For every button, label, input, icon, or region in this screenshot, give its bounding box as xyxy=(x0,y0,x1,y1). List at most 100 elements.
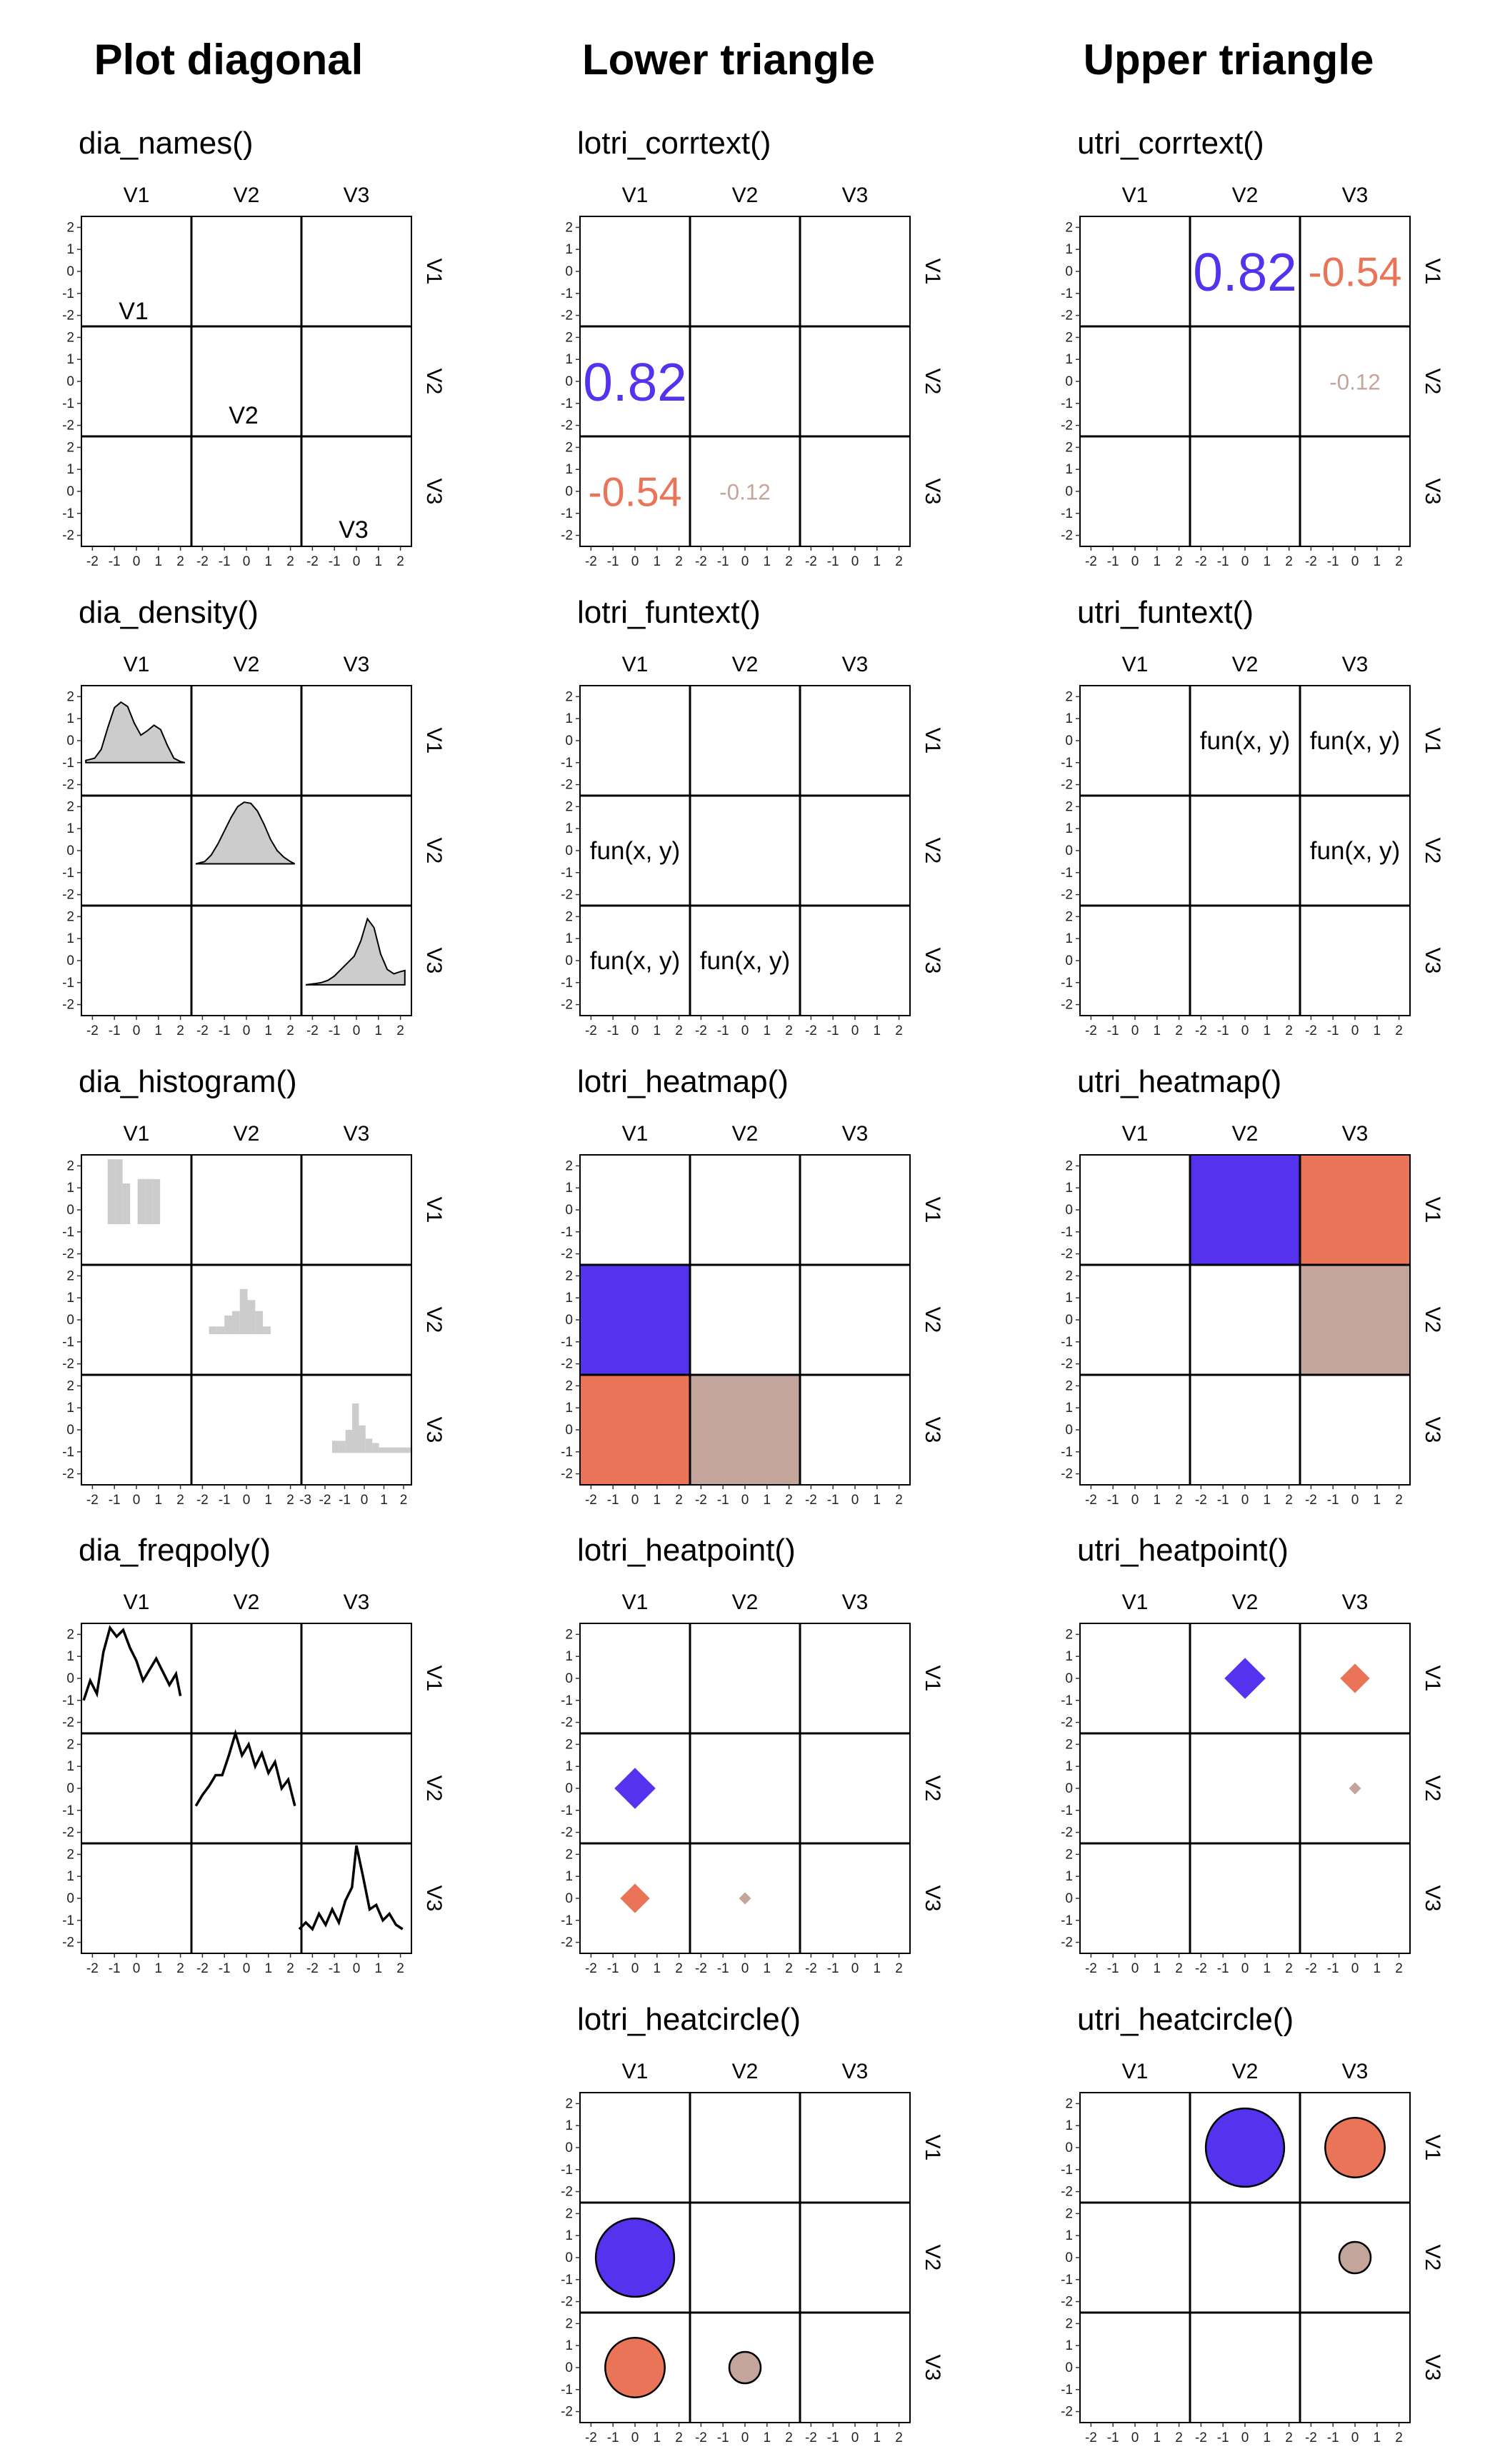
y-tick-label: 0 xyxy=(66,843,74,858)
y-tick-label: 1 xyxy=(565,1181,573,1196)
x-tick-label: 0 xyxy=(851,1493,859,1508)
x-tick-label: -1 xyxy=(109,1023,121,1038)
strip-right-v3: V3 xyxy=(422,1417,446,1443)
strip-right-v1: V1 xyxy=(921,259,944,285)
x-tick-label: 0 xyxy=(353,554,361,569)
freqpoly-line-v3 xyxy=(298,1845,404,1932)
heatmap-tile xyxy=(580,1375,690,1485)
y-tick-label: 0 xyxy=(66,264,74,279)
panel-content: fun(x, y) fun(x, y) fun(x, y) xyxy=(1200,727,1400,865)
strip-top-v1: V1 xyxy=(622,184,649,207)
heatpoint-diamond xyxy=(1224,1658,1266,1699)
x-tick-label: -1 xyxy=(1327,554,1339,569)
y-tick-label: 2 xyxy=(1065,2096,1073,2111)
y-tick-label: -2 xyxy=(1061,2295,1073,2310)
y-tick-label: 1 xyxy=(66,1291,74,1306)
y-tick-label: 1 xyxy=(66,1401,74,1416)
x-tick-label: -1 xyxy=(219,554,231,569)
x-tick-label: -1 xyxy=(717,1493,729,1508)
y-tick-label: 2 xyxy=(66,1378,74,1393)
x-tick-label: 2 xyxy=(675,1961,683,1976)
x-tick-label: 1 xyxy=(375,1961,383,1976)
y-tick-label: 0 xyxy=(1065,1313,1073,1328)
strip-right-v1: V1 xyxy=(1421,1197,1444,1223)
y-tick-label: 1 xyxy=(1065,1649,1073,1664)
x-tick-label: 2 xyxy=(286,1961,294,1976)
y-tick-label: 2 xyxy=(1065,1847,1073,1862)
x-tick-label: -2 xyxy=(695,1023,707,1038)
x-tick-label: 2 xyxy=(1285,1023,1293,1038)
panel-content xyxy=(85,701,406,986)
y-tick-label: -2 xyxy=(62,1357,74,1372)
x-tick-label: 1 xyxy=(155,1023,163,1038)
x-tick-label: -2 xyxy=(86,1961,99,1976)
strip-top-v3: V3 xyxy=(1342,184,1369,207)
x-tick-label: 1 xyxy=(265,554,273,569)
histogram-bar-v3 xyxy=(331,1441,339,1453)
y-tick-label: -2 xyxy=(62,998,74,1013)
x-tick-label: 0 xyxy=(1351,554,1359,569)
y-tick-label: -2 xyxy=(1061,1826,1073,1841)
x-tick-label: 1 xyxy=(874,2430,881,2445)
y-tick-label: -1 xyxy=(561,1225,573,1240)
histogram-bar-v2 xyxy=(255,1311,264,1335)
x-tick-label: 2 xyxy=(396,554,404,569)
y-tick-label: -2 xyxy=(62,1826,74,1841)
y-tick-label: 1 xyxy=(1065,711,1073,726)
y-tick-label: -1 xyxy=(1061,506,1073,521)
strip-right-v3: V3 xyxy=(921,1885,944,1912)
y-tick-label: 2 xyxy=(1065,1158,1073,1173)
y-tick-label: 0 xyxy=(66,1781,74,1796)
x-tick-label: -2 xyxy=(1085,1023,1097,1038)
strip-top-v2: V2 xyxy=(234,1591,260,1614)
x-tick-label: -2 xyxy=(805,1493,817,1508)
y-tick-label: -2 xyxy=(1061,419,1073,434)
x-tick-label: 2 xyxy=(1395,554,1403,569)
y-tick-label: -1 xyxy=(1061,1335,1073,1350)
x-tick-label: -2 xyxy=(86,1493,99,1508)
x-tick-label: 2 xyxy=(1175,1023,1183,1038)
y-tick-label: -1 xyxy=(1061,976,1073,991)
strip-right-v1: V1 xyxy=(1421,259,1444,285)
heatcircle-circle xyxy=(604,2337,666,2398)
strip-top-v1: V1 xyxy=(124,653,150,676)
y-tick-label: -2 xyxy=(561,1467,573,1482)
strip-right-v1: V1 xyxy=(422,1197,446,1223)
panel-lotri_corrtext: lotri_corrtext() V1 V1 V2 V2 V3 V3 0.82 -0.54 -0.… xyxy=(561,126,944,569)
y-tick-label: -1 xyxy=(1061,1803,1073,1818)
y-tick-label: 2 xyxy=(66,1627,74,1642)
strip-right-v2: V2 xyxy=(1421,1776,1444,1802)
x-tick-label: 0 xyxy=(243,1493,251,1508)
histogram-bar-v1 xyxy=(145,1178,153,1225)
x-tick-label: -2 xyxy=(805,1023,817,1038)
x-tick-label: 2 xyxy=(176,1493,184,1508)
x-tick-label: -1 xyxy=(109,1961,121,1976)
y-tick-label: 1 xyxy=(565,2338,573,2353)
x-tick-label: 1 xyxy=(1154,2430,1161,2445)
heatpoint-diamond xyxy=(1349,1782,1361,1795)
y-tick-label: 1 xyxy=(66,1759,74,1774)
x-tick-label: 2 xyxy=(675,1493,683,1508)
y-tick-label: -2 xyxy=(62,1716,74,1731)
histogram-bar-v2 xyxy=(209,1326,217,1335)
x-tick-label: 2 xyxy=(895,2430,903,2445)
y-tick-label: -2 xyxy=(561,1357,573,1372)
x-tick-label: -2 xyxy=(319,1493,331,1508)
x-tick-label: -2 xyxy=(306,1961,319,1976)
panel-content xyxy=(1204,2107,1386,2275)
column-heading-1: Plot diagonal xyxy=(94,36,364,84)
strip-top-v3: V3 xyxy=(842,2060,869,2083)
x-tick-label: 2 xyxy=(785,554,793,569)
y-tick-label: 0 xyxy=(565,733,573,748)
x-tick-label: 1 xyxy=(155,554,163,569)
x-tick-label: -2 xyxy=(86,1023,99,1038)
strip-top-v1: V1 xyxy=(1122,1122,1149,1146)
y-tick-label: -2 xyxy=(1061,998,1073,1013)
heatmap-tile xyxy=(690,1375,800,1485)
x-tick-label: 2 xyxy=(1175,1493,1183,1508)
x-tick-label: 0 xyxy=(631,1023,639,1038)
x-tick-label: -2 xyxy=(306,1023,319,1038)
funtext-label: fun(x, y) xyxy=(1200,727,1290,755)
x-tick-label: -2 xyxy=(196,554,209,569)
